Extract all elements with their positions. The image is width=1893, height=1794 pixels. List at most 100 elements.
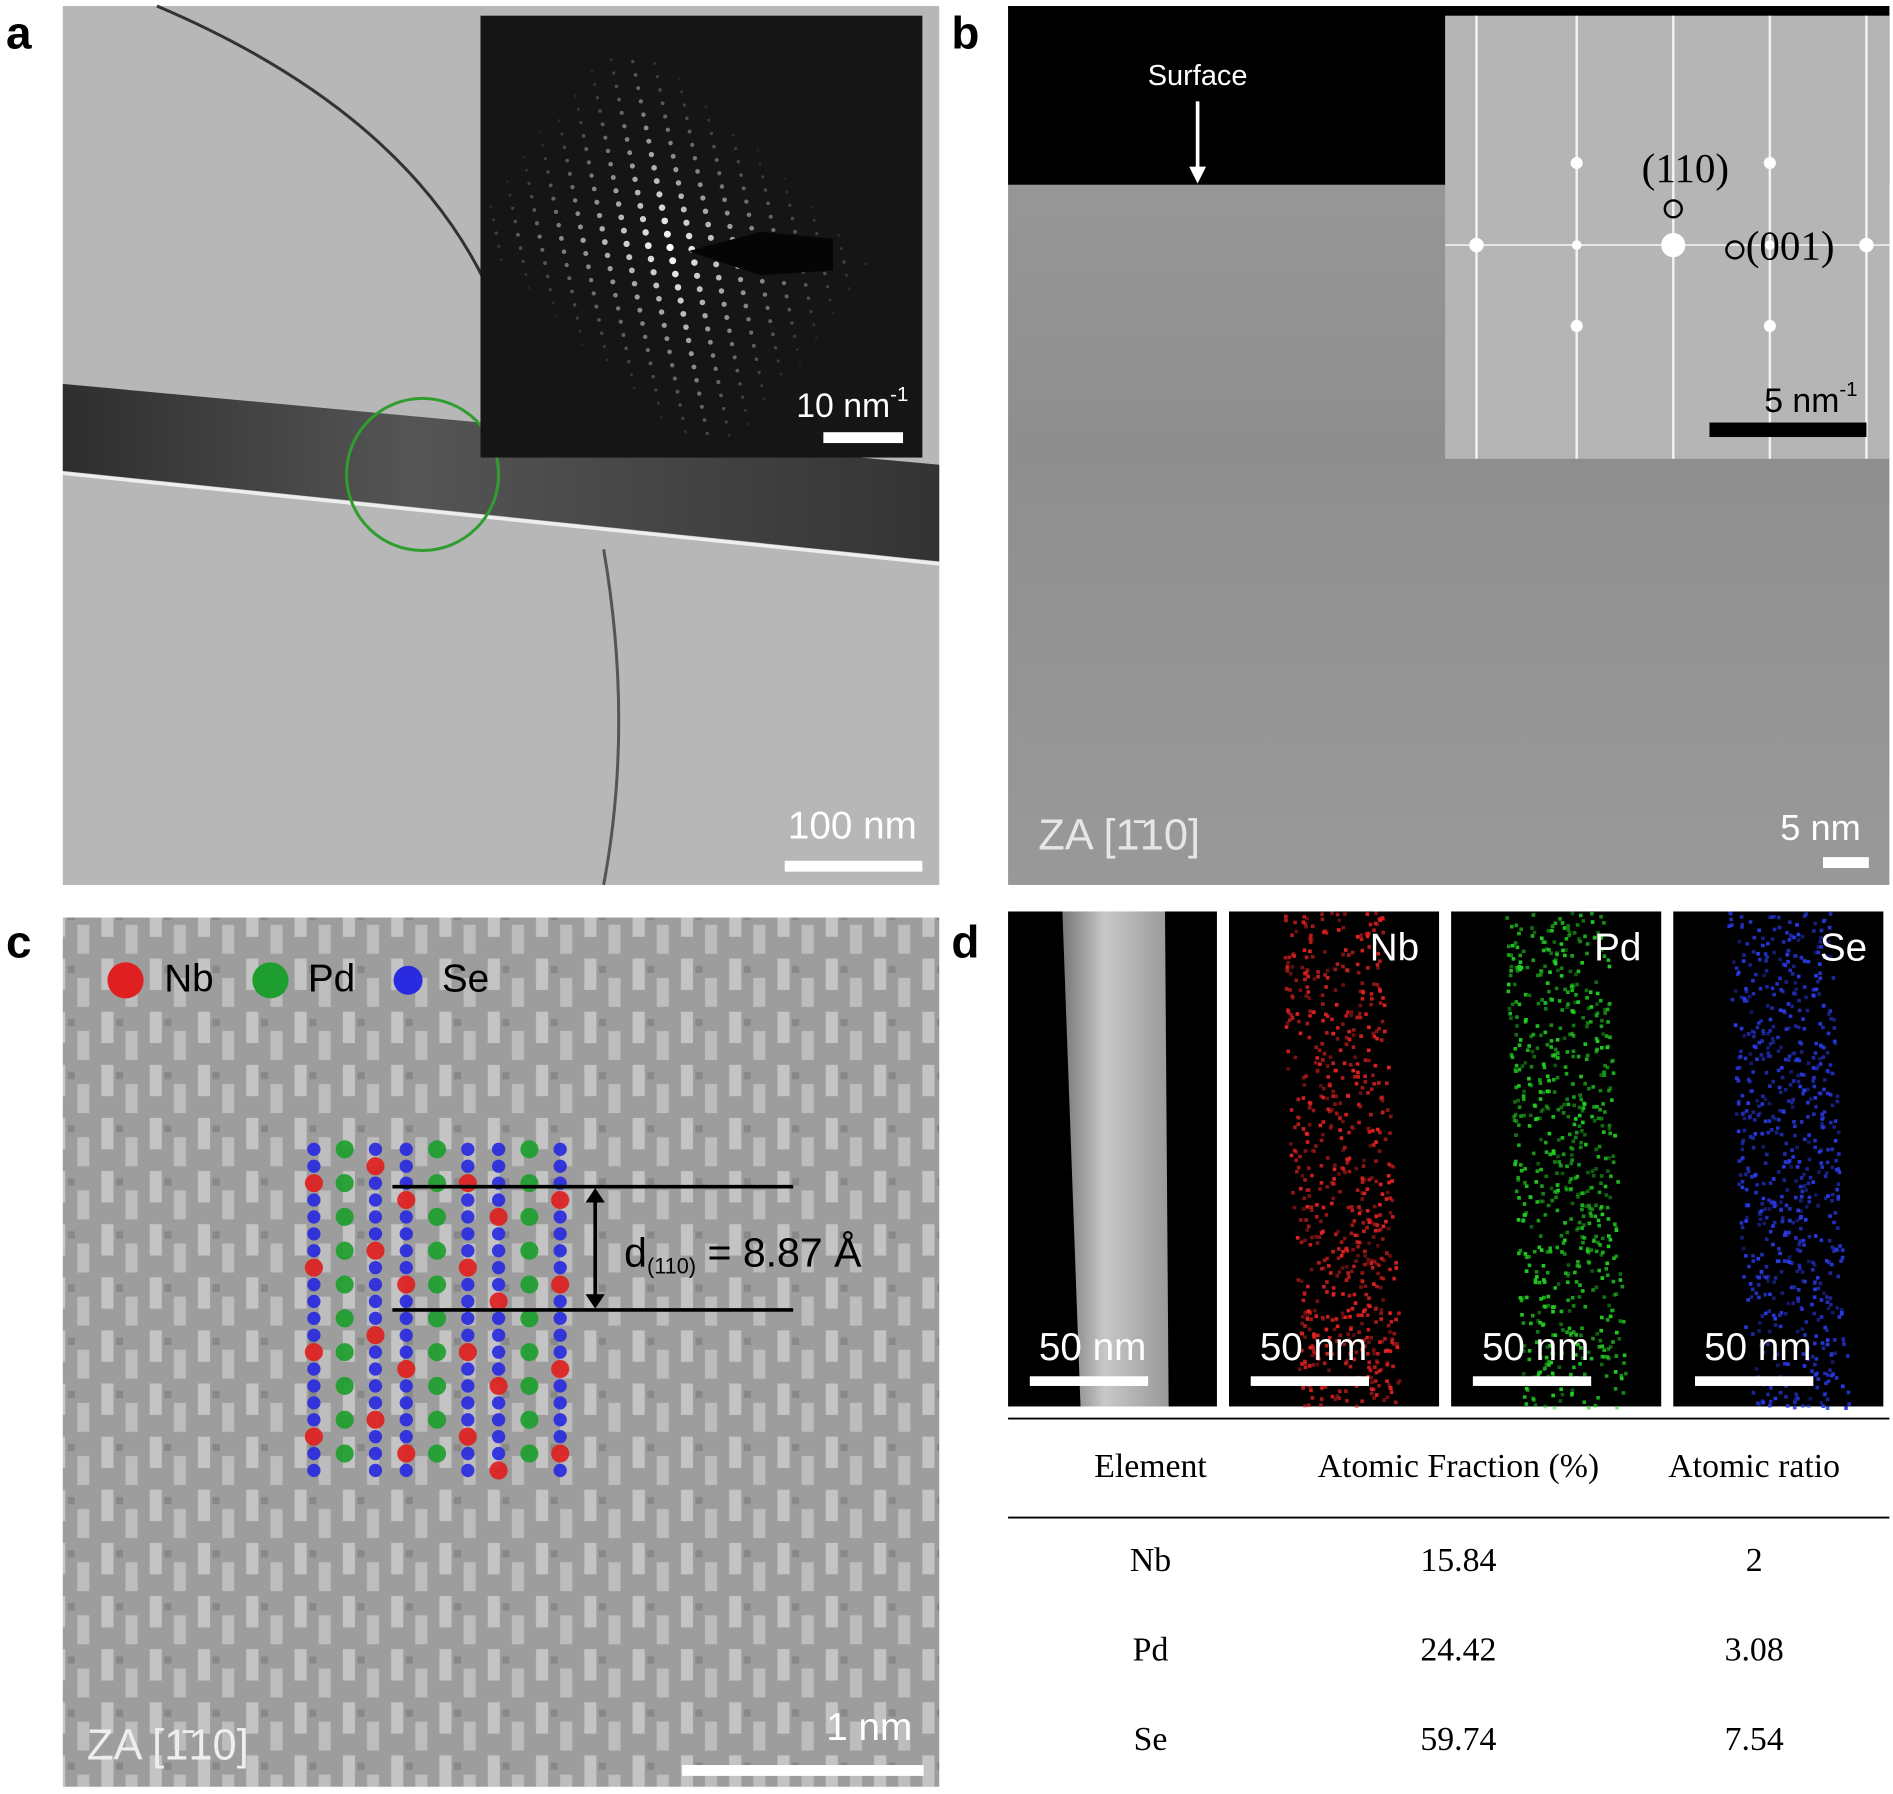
eds-dot <box>1738 1049 1743 1054</box>
eds-dot <box>1786 1362 1790 1366</box>
eds-dot <box>1531 913 1536 917</box>
eds-dot <box>1738 1173 1743 1177</box>
eds-dot <box>1760 1131 1765 1136</box>
eds-dot <box>1570 911 1575 916</box>
eds-dot <box>1337 1270 1342 1275</box>
eds-dot <box>1365 934 1370 939</box>
eds-dot <box>1756 1113 1761 1118</box>
atom <box>461 1446 475 1461</box>
eds-dot <box>1325 1280 1329 1284</box>
eds-dot <box>1338 1333 1343 1338</box>
eds-dot <box>1807 1133 1811 1137</box>
eds-dot <box>1355 1233 1360 1238</box>
spot <box>705 431 709 436</box>
eds-dot <box>1759 1019 1763 1023</box>
eds-dot <box>1789 1285 1794 1290</box>
eds-dot <box>1740 1225 1745 1230</box>
eds-dot <box>1304 970 1309 975</box>
eds-dot <box>1315 1056 1320 1060</box>
eds-dot <box>1513 941 1518 945</box>
eds-dot <box>1295 1236 1300 1240</box>
eds-dot <box>1382 1003 1387 1008</box>
eds-dot <box>1746 1077 1751 1082</box>
eds-dot <box>1790 1148 1794 1152</box>
eds-dot <box>1757 1295 1761 1300</box>
eds-dot <box>1372 1259 1377 1264</box>
eds-dot <box>1339 1240 1344 1244</box>
spot <box>614 84 619 89</box>
eds-dot <box>1591 1336 1595 1341</box>
eds-dot <box>1787 1159 1792 1163</box>
eds-dot <box>1814 1105 1818 1109</box>
eds-dot <box>1776 1170 1781 1174</box>
atom <box>461 1159 475 1173</box>
spot <box>643 125 649 131</box>
spot <box>618 319 623 324</box>
eds-dot <box>1818 1057 1822 1061</box>
eds-dot <box>1521 949 1526 954</box>
eds-dot <box>1514 1069 1518 1074</box>
eds-dot <box>1301 1298 1306 1303</box>
panel-label: c <box>6 915 32 967</box>
eds-dot <box>1606 1244 1611 1249</box>
eds-dot <box>1366 931 1371 936</box>
eds-dot <box>1824 955 1829 959</box>
eds-dot <box>1609 1174 1613 1179</box>
eds-dot <box>1513 1162 1517 1167</box>
eds-dot <box>1837 1170 1842 1175</box>
eds-dot <box>1801 1017 1805 1021</box>
eds-dot <box>1785 952 1790 957</box>
eds-dot <box>1289 1108 1294 1112</box>
spot <box>527 286 530 290</box>
eds-dot <box>1291 1190 1295 1195</box>
eds-dot <box>1353 1055 1357 1060</box>
spot <box>594 304 599 309</box>
eds-dot <box>1841 1339 1846 1344</box>
atom <box>461 1362 475 1376</box>
spot <box>624 137 630 142</box>
eds-dot <box>1341 952 1345 957</box>
atom <box>461 1277 475 1292</box>
eds-dot <box>1344 1389 1348 1393</box>
eds-dot <box>1795 1269 1800 1274</box>
eds-dot <box>1518 1248 1523 1253</box>
eds-dot <box>1323 1384 1328 1389</box>
eds-dot <box>1754 1367 1759 1371</box>
eds-dot <box>1601 1250 1605 1255</box>
eds-dot <box>1835 1099 1840 1104</box>
eds-dot <box>1362 1309 1366 1314</box>
spot <box>699 404 704 409</box>
eds-dot <box>1577 937 1581 941</box>
eds-dot <box>1397 1378 1402 1383</box>
eds-dot <box>1574 1280 1579 1284</box>
eds-dot <box>1364 1012 1368 1017</box>
eds-dot <box>1744 1219 1749 1223</box>
eds-dot <box>1302 1290 1307 1295</box>
eds-dot <box>1389 1319 1394 1324</box>
eds-dot <box>1564 948 1568 952</box>
spot <box>594 199 600 205</box>
atom <box>427 1140 447 1159</box>
atom <box>553 1244 567 1258</box>
spot <box>572 198 578 203</box>
eds-dot <box>1778 1090 1783 1095</box>
legend-label: Pd <box>308 958 355 1001</box>
eds-dot <box>1551 1115 1556 1119</box>
eds-dot <box>1614 1228 1619 1233</box>
eds-dot <box>1523 1252 1528 1256</box>
atom <box>399 1159 413 1173</box>
eds-dot <box>1780 1219 1785 1224</box>
scale-label: 50 nm <box>1039 1326 1146 1369</box>
eds-dot <box>1608 1195 1613 1200</box>
eds-dot <box>1832 1249 1836 1254</box>
eds-dot <box>1595 1331 1600 1336</box>
eds-dot <box>1302 914 1307 919</box>
eds-dot <box>1823 1325 1827 1330</box>
eds-dot <box>1515 1015 1519 1019</box>
spot <box>751 343 756 348</box>
spot <box>705 326 711 332</box>
eds-dot <box>1599 1174 1604 1178</box>
eds-dot <box>1515 969 1520 973</box>
spot <box>678 403 682 407</box>
eds-dot <box>1730 997 1735 1002</box>
